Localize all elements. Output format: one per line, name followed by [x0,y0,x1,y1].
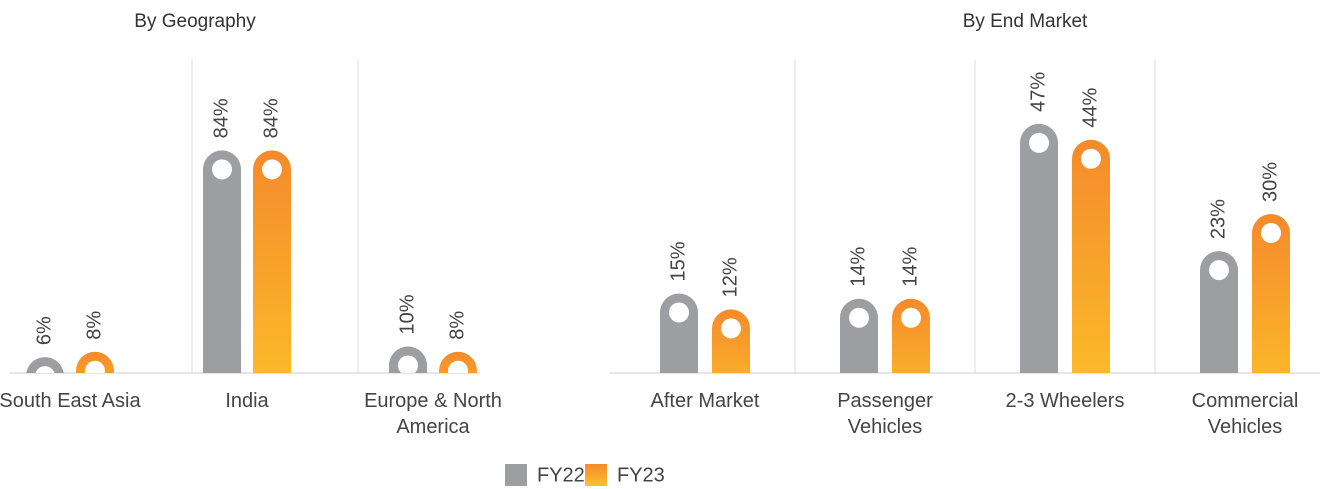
chart-title: By End Market [963,11,1088,32]
bar-dot [398,355,418,373]
bar [1252,214,1290,373]
category-label: 2-3 Wheelers [1005,390,1125,412]
bar-dot [849,307,869,328]
value-label: 44% [1079,88,1101,128]
legend-label: FY22 [537,464,585,486]
value-label: 30% [1259,162,1281,202]
bar [203,150,241,373]
legend-label: FY23 [617,464,665,486]
bar [1020,123,1058,373]
value-label: 8% [83,311,105,340]
value-label: 15% [667,241,689,281]
category-label: India [225,390,269,412]
legend-swatch [505,464,527,486]
category-label: Commercial Vehicles [1191,390,1299,438]
value-label: 12% [719,257,741,297]
bar-dot [1261,223,1281,243]
bar-dot [448,360,468,373]
bar-dot [1209,260,1229,281]
value-label: 47% [1027,72,1049,112]
category-label: After Market [650,390,760,412]
bar [1200,251,1238,373]
bar-dot [85,360,105,373]
bar [26,357,64,373]
value-label: 10% [396,294,418,334]
category-label: Europe & North America [364,390,502,438]
value-label: 6% [33,316,55,345]
bar-dot [1029,132,1049,153]
bar-dot [901,307,921,328]
bars [660,123,1290,373]
value-label: 23% [1207,199,1229,239]
bar-dot [262,159,282,180]
value-label: 84% [260,98,282,138]
legend-swatch [585,464,607,486]
bars [26,150,477,373]
category-label: Passenger Vehicles [837,390,933,438]
value-label: 8% [446,311,468,340]
bar-dot [721,318,741,339]
bar-dot [1081,148,1101,169]
bar-dot [669,302,689,323]
bar [1072,139,1110,373]
bar-dot [212,159,232,180]
value-label: 84% [210,98,232,138]
chart-title: By Geography [134,11,256,32]
bar-dot [35,366,55,373]
value-label: 14% [847,247,869,287]
value-label: 14% [899,247,921,287]
category-label: South East Asia [0,390,141,412]
bar [253,150,291,373]
